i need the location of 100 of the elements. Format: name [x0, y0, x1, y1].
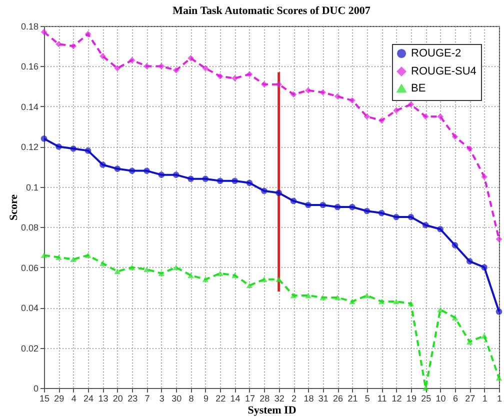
point	[232, 272, 238, 278]
x-tick-label: 21	[348, 394, 358, 404]
x-axis-title: System ID	[248, 404, 296, 416]
point	[452, 242, 458, 248]
point	[172, 172, 180, 178]
point	[114, 268, 121, 274]
x-tick-label: 22	[216, 394, 226, 404]
x-tick-label: 3	[159, 394, 164, 404]
point	[408, 101, 414, 108]
x-tick-label: 7	[144, 394, 150, 404]
point	[128, 168, 136, 174]
y-tick-label: 0.08	[20, 222, 38, 233]
point	[100, 162, 106, 168]
x-tick-label: 19	[406, 394, 416, 404]
point	[202, 65, 209, 72]
point	[408, 214, 414, 220]
x-tick-label: 26	[333, 394, 344, 404]
x-tick-label: 14	[230, 394, 240, 404]
point	[481, 332, 488, 338]
point	[305, 292, 312, 298]
point	[158, 270, 165, 276]
point	[40, 252, 48, 258]
point	[40, 135, 48, 142]
legend-label: BE	[411, 82, 426, 94]
x-tick-label: 1	[482, 394, 488, 404]
point	[334, 294, 341, 300]
x-tick-label: 32	[274, 394, 284, 404]
point	[172, 67, 180, 74]
point	[349, 298, 356, 304]
y-tick-label: 0.18	[20, 22, 38, 32]
x-tick-label: 9	[203, 394, 208, 404]
point	[128, 264, 136, 270]
point	[422, 113, 429, 120]
point	[276, 276, 282, 282]
point	[334, 204, 341, 210]
x-tick-label: 15	[39, 394, 50, 404]
x-tick-label: 30	[172, 394, 182, 404]
x-tick-label: 31	[318, 394, 328, 404]
point	[437, 226, 444, 232]
y-tick-label: 0.12	[20, 142, 38, 152]
x-tick-label: 20	[112, 394, 123, 404]
point	[349, 204, 356, 210]
x-tick-label: 10	[436, 394, 446, 404]
point	[128, 57, 136, 64]
legend-label: ROUGE-SU4	[411, 66, 476, 78]
point	[40, 28, 48, 36]
point	[305, 202, 312, 208]
point	[84, 252, 92, 258]
y-tick-label: 0.06	[20, 262, 38, 273]
point	[393, 298, 400, 304]
x-tick-label: 5	[364, 394, 370, 404]
x-tick-label: 27	[465, 394, 476, 404]
x-tick-label: 11	[377, 394, 387, 404]
point	[452, 133, 458, 140]
x-tick-label: 8	[188, 394, 194, 404]
x-tick-label: 12	[392, 394, 402, 404]
point	[290, 292, 297, 298]
point	[334, 93, 341, 100]
point	[290, 198, 297, 204]
point	[290, 91, 297, 98]
point	[276, 190, 282, 196]
point	[202, 276, 209, 282]
point	[172, 264, 180, 270]
point	[466, 258, 473, 264]
y-axis-title: Score	[8, 194, 20, 221]
x-tick-label: 4	[71, 394, 76, 404]
point	[496, 236, 502, 242]
point	[437, 306, 444, 312]
point	[246, 282, 253, 288]
x-tick-label: 29	[54, 394, 64, 404]
point	[144, 168, 150, 174]
y-tick-label: 0.04	[20, 303, 38, 314]
point	[202, 176, 209, 182]
point	[481, 264, 488, 270]
y-tick-label: 0.16	[20, 62, 38, 72]
point	[261, 276, 268, 282]
point	[496, 375, 502, 381]
point	[56, 40, 62, 48]
x-tick-label: 24	[84, 394, 94, 404]
y-tick-label: 0.1	[26, 182, 38, 192]
point	[56, 144, 62, 150]
point	[422, 222, 429, 228]
x-tick-label: 23	[128, 394, 138, 404]
point	[364, 113, 370, 120]
x-tick-label: 25	[421, 394, 432, 404]
point	[188, 55, 194, 62]
y-tick-label: 0.14	[20, 102, 38, 112]
point	[246, 71, 253, 78]
point	[100, 53, 106, 60]
point	[70, 146, 77, 152]
point	[364, 292, 370, 298]
point	[216, 178, 224, 184]
point	[158, 63, 165, 70]
y-tick-label: 0.02	[20, 343, 38, 354]
point	[320, 89, 326, 96]
point	[246, 180, 253, 186]
x-tick-label: 17	[244, 394, 255, 404]
x-tick-label: 1	[496, 394, 502, 404]
point	[393, 107, 400, 114]
point	[496, 308, 502, 315]
